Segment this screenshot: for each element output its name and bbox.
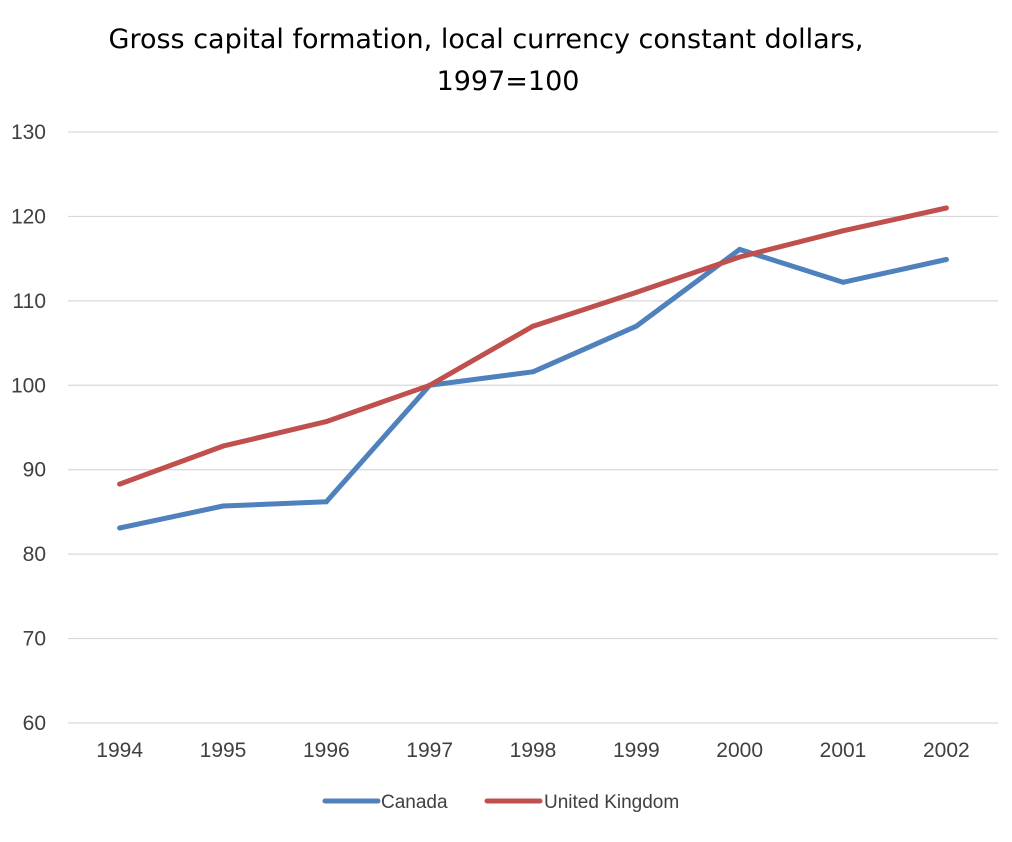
series-line-canada bbox=[117, 246, 949, 531]
y-tick-label: 100 bbox=[11, 374, 46, 397]
x-tick-label: 2002 bbox=[923, 739, 970, 762]
y-tick-label: 80 bbox=[23, 543, 46, 566]
data-point bbox=[117, 525, 123, 531]
x-tick-label: 1997 bbox=[406, 739, 453, 762]
data-point bbox=[633, 323, 639, 329]
data-point bbox=[943, 256, 949, 262]
legend-item-united-kingdom: United Kingdom bbox=[484, 792, 679, 813]
x-tick-label: 1996 bbox=[303, 739, 350, 762]
y-tick-label: 70 bbox=[23, 628, 46, 651]
data-point bbox=[323, 419, 329, 425]
x-tick-label: 2001 bbox=[820, 739, 867, 762]
data-point bbox=[220, 503, 226, 509]
x-tick-label: 1995 bbox=[200, 739, 247, 762]
x-tick-label: 1994 bbox=[96, 739, 143, 762]
x-tick-label: 1999 bbox=[613, 739, 660, 762]
y-tick-label: 130 bbox=[11, 121, 46, 144]
y-tick-label: 90 bbox=[23, 459, 46, 482]
legend-label: United Kingdom bbox=[544, 792, 679, 813]
data-point bbox=[840, 228, 846, 234]
series-lines bbox=[117, 205, 949, 531]
data-point bbox=[220, 443, 226, 449]
chart-title-line-2: 1997=100 bbox=[437, 66, 580, 97]
x-tick-label: 2000 bbox=[716, 739, 763, 762]
series-line-united-kingdom bbox=[117, 205, 949, 487]
data-point bbox=[737, 246, 743, 252]
data-point bbox=[323, 499, 329, 505]
data-point bbox=[943, 205, 949, 211]
data-point bbox=[530, 369, 536, 375]
legend-label: Canada bbox=[381, 792, 448, 813]
x-axis-ticks: 1994 1995 1996 1997 1998 1999 2000 2001 2002 bbox=[96, 739, 969, 762]
gridlines bbox=[68, 131, 998, 724]
data-point bbox=[530, 323, 536, 329]
y-tick-label: 60 bbox=[23, 712, 46, 735]
legend-item-canada: Canada bbox=[322, 792, 448, 813]
data-point bbox=[633, 289, 639, 295]
y-tick-label: 120 bbox=[11, 205, 46, 228]
data-point bbox=[840, 279, 846, 285]
y-tick-label: 110 bbox=[13, 290, 46, 313]
data-point bbox=[737, 254, 743, 260]
y-axis-ticks: 60 70 80 90 100 110 120 130 bbox=[11, 121, 46, 735]
x-tick-label: 1998 bbox=[510, 739, 557, 762]
data-point bbox=[427, 382, 433, 388]
chart-title-line-1: Gross capital formation, local currency … bbox=[109, 24, 864, 55]
data-point bbox=[117, 481, 123, 487]
legend: Canada United Kingdom bbox=[322, 792, 679, 813]
